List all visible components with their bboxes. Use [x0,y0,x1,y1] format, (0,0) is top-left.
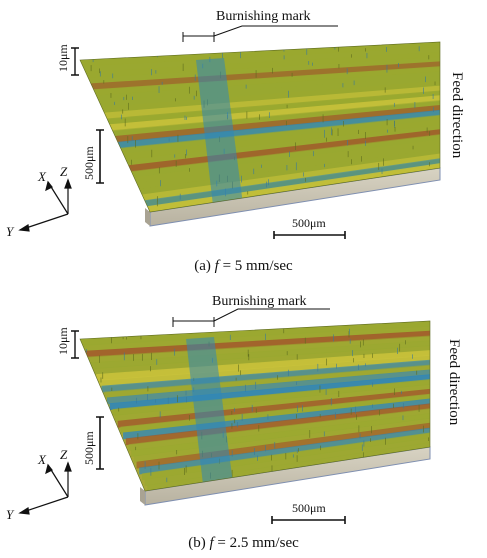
scale-z-label: 10μm [56,327,70,355]
scale-y-label: 500μm [82,431,96,465]
axis-triad-b [18,461,72,515]
burnishing-mark-label: Burnishing mark [216,9,311,24]
axis-z-label: Z [60,164,68,179]
caption-prefix: (a) [194,258,215,274]
axis-x-label: X [37,169,47,184]
feed-direction-label: Feed direction [449,72,465,159]
scale-x-label: 500μm [292,216,326,230]
burnishing-mark-label: Burnishing mark [212,294,307,309]
surface-texture-a [80,42,440,212]
caption-value: = 2.5 mm/sec [213,535,299,551]
scale-y-label: 500μm [82,146,96,180]
surface-plot-a: Burnishing mark 10μm 500μm 500μm Feed di… [6,9,465,239]
caption-a: (a) f = 5 mm/sec [0,258,487,275]
axis-y-label: Y [6,507,15,522]
axis-z-label: Z [60,447,68,462]
panel-b: Burnishing mark 10μm 500μm 500μm Feed di… [0,279,487,558]
axis-y-label: Y [6,224,15,239]
caption-prefix: (b) [188,535,210,551]
scale-x-label: 500μm [292,501,326,515]
caption-variable: f [214,258,219,274]
surface-texture-b [80,321,430,491]
caption-variable: f [209,535,214,551]
caption-value: = 5 mm/sec [218,258,293,274]
surface-plot-b: Burnishing mark 10μm 500μm 500μm Feed di… [6,294,462,524]
scale-z-label: 10μm [56,44,70,72]
feed-direction-label: Feed direction [446,339,462,426]
axis-triad-a [18,178,72,232]
panel-a: Burnishing mark 10μm 500μm 500μm Feed di… [0,9,487,275]
caption-b: (b) f = 2.5 mm/sec [0,535,487,552]
axis-x-label: X [37,452,47,467]
